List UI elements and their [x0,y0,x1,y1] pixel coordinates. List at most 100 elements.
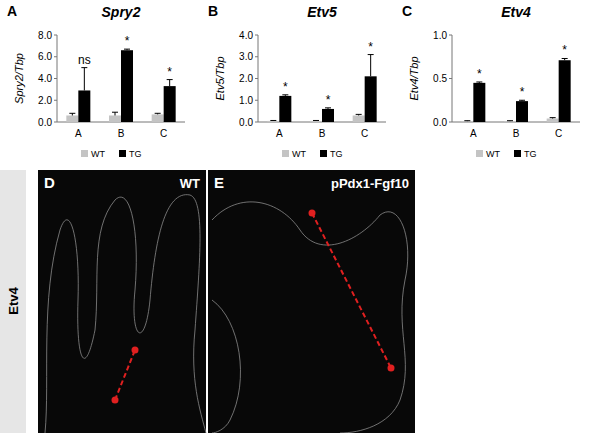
y-tick-label: 1.0 [433,30,447,41]
micrograph: EpPdx1-Fgf10 [208,170,415,433]
y-tick-label: 4.0 [239,30,253,41]
bar [279,96,291,122]
image-row: Etv4 D WT EpPdx1-Fgf10 [0,170,415,433]
bar [121,50,133,122]
error-bar [112,112,118,115]
bar [504,121,516,122]
bar [66,115,78,122]
y-axis-label: Etv4/Tbp [408,56,420,100]
tissue-outline [45,195,206,433]
y-axis-label: Etv5/Tbp [214,56,226,100]
measure-end [388,365,395,372]
bar [310,121,322,122]
image-label: pPdx1-Fgf10 [331,176,409,191]
bar [152,114,164,122]
annotation: * [368,40,373,54]
x-tick-label: C [555,128,562,139]
annotation: * [477,67,482,81]
measure-end [309,210,316,217]
measure-line [312,213,391,368]
error-bar [507,120,513,121]
y-tick-label: 8.0 [38,30,52,41]
measure-end [112,397,119,404]
bar [559,60,571,122]
annotation: ns [78,53,91,67]
bar [353,115,365,122]
legend-label: WT [292,149,306,159]
y-tick-label: 4.0 [38,73,52,84]
annotation: * [125,34,130,48]
x-tick-label: B [513,128,520,139]
image-label: WT [180,176,200,191]
legend-swatch [119,150,126,157]
panel-label: A [7,3,17,19]
x-tick-label: B [118,128,125,139]
bar [267,121,279,122]
y-axis [258,35,259,122]
chart-panel: BEtv5Etv5/Tbp0.01.02.03.04.0A*B*C*WTTG [208,3,386,159]
error-bar [167,80,173,87]
panel-label: B [208,3,218,19]
marks [66,49,175,122]
annotation: * [167,65,172,79]
micrograph: D WT [38,170,206,433]
bar [109,115,121,122]
y-tick-label: 6.0 [38,51,52,62]
figure: A Spry2 Spry2/Tbp 0.0 2.0 4.0 6.0 8.0 Ans B * C * WT T… [0,0,600,433]
legend-swatch [282,150,289,157]
panel-label: D [44,174,55,191]
y-tick-label: 0.0 [38,117,52,128]
micrograph-background [208,170,415,433]
error-bar [313,120,319,121]
x-tick-label: A [470,128,477,139]
bar [461,121,473,122]
error-bar [562,58,568,60]
annotation: * [283,80,288,94]
bar [516,101,528,122]
y-tick-label: 0.0 [239,117,253,128]
error-bar [124,49,130,50]
panel-label: E [214,174,224,191]
chart-title: Spry2 [102,4,141,20]
chart-title: Etv4 [501,4,531,20]
x-tick-label: C [361,128,368,139]
row-label: Etv4 [6,287,21,315]
y-tick-label: 3.0 [239,51,253,62]
error-bar [325,108,331,109]
x-tick-label: A [276,128,283,139]
marks [461,58,570,122]
chart-panel: ASpry2Spry2/Tbp0.02.04.06.08.0AnsB*C*WTT… [7,3,185,159]
x-tick-label: A [75,128,82,139]
error-bar [519,100,525,102]
bar [164,86,176,122]
legend-swatch [320,150,327,157]
error-bar [356,114,362,115]
annotation: * [520,85,525,99]
bar [78,90,90,122]
y-axis [57,35,58,122]
bar [547,119,559,122]
row-label-box [0,170,26,433]
bar [473,83,485,122]
chart-panel: CEtv4Etv4/Tbp0.00.51.0A*B*C*WTTG [402,3,580,159]
marks [267,55,376,122]
error-bar [550,117,556,119]
legend-swatch [514,150,521,157]
y-tick-label: 2.0 [38,95,52,106]
y-tick-label: 1.0 [239,95,253,106]
tissue-outline [212,202,408,433]
legend-swatch [476,150,483,157]
error-bar [476,81,482,83]
background [0,0,600,433]
legend-label: TG [524,149,537,159]
legend-label: TG [129,149,142,159]
y-axis-label: Spry2/Tbp [13,53,25,104]
legend-label: WT [486,149,500,159]
legend-swatch [81,150,88,157]
error-bar [69,113,75,115]
y-tick-label: 2.0 [239,73,253,84]
x-tick-label: C [160,128,167,139]
bar [322,109,334,122]
y-axis [452,35,453,122]
y-tick-label: 0.0 [433,117,447,128]
